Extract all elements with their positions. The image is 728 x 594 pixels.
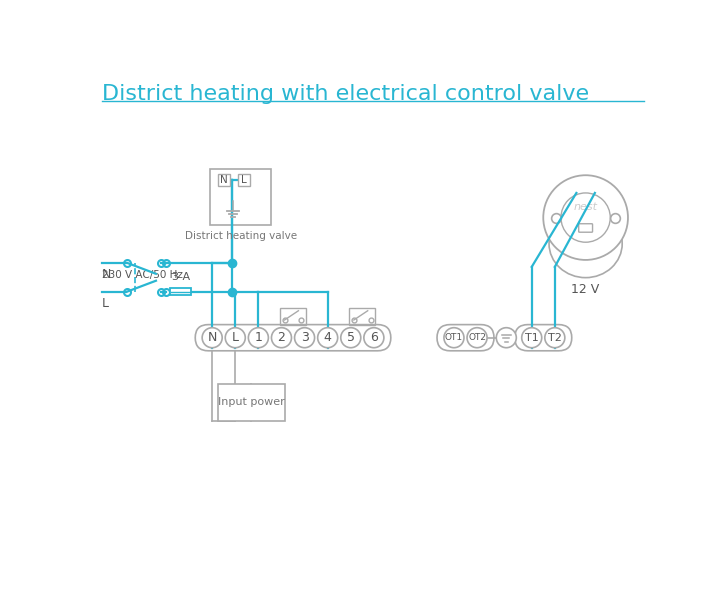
FancyBboxPatch shape	[237, 173, 250, 186]
Text: 6: 6	[370, 331, 378, 344]
Circle shape	[295, 328, 314, 347]
FancyBboxPatch shape	[218, 173, 230, 186]
FancyBboxPatch shape	[579, 224, 593, 232]
Circle shape	[317, 328, 338, 347]
Text: 12 V: 12 V	[571, 283, 600, 296]
Text: District heating with electrical control valve: District heating with electrical control…	[102, 84, 589, 103]
Text: 230 V AC/50 Hz: 230 V AC/50 Hz	[102, 270, 183, 280]
Text: T2: T2	[548, 333, 562, 343]
FancyBboxPatch shape	[170, 287, 191, 295]
Text: N: N	[207, 331, 217, 344]
Circle shape	[225, 328, 245, 347]
Circle shape	[543, 175, 628, 260]
Text: L: L	[232, 331, 239, 344]
Text: Input power: Input power	[218, 397, 285, 407]
Text: L: L	[102, 296, 109, 309]
Circle shape	[522, 328, 542, 347]
Text: T1: T1	[525, 333, 539, 343]
Text: 3: 3	[301, 331, 309, 344]
Text: nest: nest	[574, 202, 598, 212]
Circle shape	[202, 328, 222, 347]
Text: 1: 1	[254, 331, 262, 344]
Text: District heating valve: District heating valve	[185, 232, 297, 241]
Circle shape	[545, 328, 565, 347]
Circle shape	[341, 328, 361, 347]
Circle shape	[444, 328, 464, 347]
Text: nest: nest	[576, 236, 596, 245]
Text: 4: 4	[324, 331, 332, 344]
Circle shape	[364, 328, 384, 347]
FancyBboxPatch shape	[218, 384, 285, 421]
Circle shape	[248, 328, 269, 347]
FancyBboxPatch shape	[437, 324, 494, 351]
Text: OT2: OT2	[468, 333, 486, 342]
FancyBboxPatch shape	[210, 169, 272, 225]
FancyBboxPatch shape	[195, 324, 391, 351]
Text: OT1: OT1	[445, 333, 463, 342]
Text: 3 A: 3 A	[172, 272, 190, 282]
Circle shape	[272, 328, 291, 347]
Text: N: N	[102, 268, 111, 281]
Text: 5: 5	[347, 331, 355, 344]
Circle shape	[496, 328, 516, 347]
Text: N: N	[220, 175, 228, 185]
Text: L: L	[241, 175, 247, 185]
Text: 2: 2	[277, 331, 285, 344]
Circle shape	[467, 328, 487, 347]
Ellipse shape	[549, 210, 622, 277]
Circle shape	[561, 193, 610, 242]
FancyBboxPatch shape	[515, 324, 571, 351]
